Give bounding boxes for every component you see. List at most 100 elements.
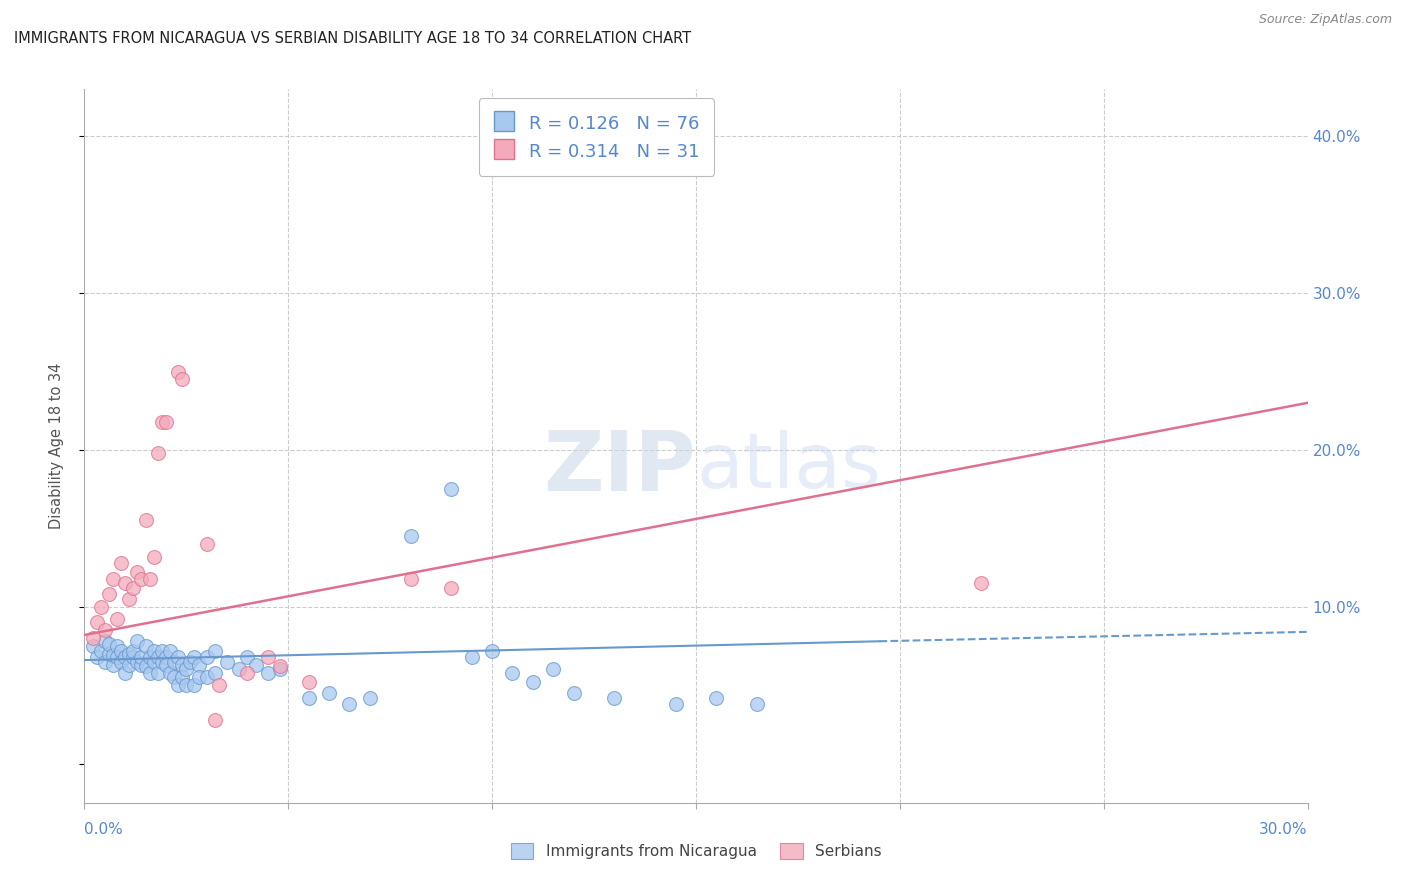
- Point: [150, 415, 173, 429]
- Point: [359, 690, 381, 705]
- Point: [93, 624, 115, 638]
- Point: [131, 572, 153, 586]
- Point: [82, 639, 104, 653]
- Point: [105, 639, 128, 653]
- Text: 0.0%: 0.0%: [84, 822, 124, 837]
- Point: [970, 576, 993, 591]
- Point: [562, 686, 585, 700]
- Point: [174, 663, 197, 677]
- Point: [135, 659, 157, 673]
- Point: [228, 663, 250, 677]
- Point: [665, 697, 688, 711]
- Point: [122, 649, 145, 664]
- Point: [269, 663, 291, 677]
- Point: [122, 643, 145, 657]
- Point: [257, 665, 280, 680]
- Point: [131, 657, 153, 672]
- Point: [86, 615, 108, 630]
- Point: [167, 649, 190, 664]
- Point: [82, 631, 104, 645]
- Text: ZIP: ZIP: [544, 427, 696, 508]
- Point: [114, 576, 136, 591]
- Point: [93, 634, 115, 648]
- Point: [204, 665, 226, 680]
- Point: [461, 649, 484, 664]
- Point: [155, 415, 177, 429]
- Point: [163, 655, 186, 669]
- Point: [195, 649, 218, 664]
- Point: [245, 657, 267, 672]
- Point: [127, 566, 149, 580]
- Text: Source: ZipAtlas.com: Source: ZipAtlas.com: [1258, 13, 1392, 27]
- Text: 30.0%: 30.0%: [1260, 822, 1308, 837]
- Point: [118, 647, 141, 661]
- Point: [187, 670, 209, 684]
- Point: [131, 649, 153, 664]
- Point: [208, 678, 231, 692]
- Text: IMMIGRANTS FROM NICARAGUA VS SERBIAN DISABILITY AGE 18 TO 34 CORRELATION CHART: IMMIGRANTS FROM NICARAGUA VS SERBIAN DIS…: [14, 31, 692, 46]
- Point: [155, 657, 177, 672]
- Point: [179, 655, 201, 669]
- Point: [706, 690, 728, 705]
- Point: [159, 643, 181, 657]
- Point: [257, 649, 280, 664]
- Point: [86, 649, 108, 664]
- Point: [440, 482, 463, 496]
- Point: [150, 643, 173, 657]
- Point: [142, 549, 165, 564]
- Y-axis label: Disability Age 18 to 34: Disability Age 18 to 34: [49, 363, 63, 529]
- Point: [97, 587, 120, 601]
- Point: [339, 697, 361, 711]
- Point: [440, 581, 463, 595]
- Point: [127, 655, 149, 669]
- Point: [142, 655, 165, 669]
- Point: [543, 663, 565, 677]
- Point: [138, 572, 160, 586]
- Legend: Immigrants from Nicaragua, Serbians: Immigrants from Nicaragua, Serbians: [503, 835, 889, 866]
- Point: [298, 690, 321, 705]
- Point: [101, 572, 124, 586]
- Point: [135, 514, 157, 528]
- Point: [97, 637, 120, 651]
- Point: [195, 537, 218, 551]
- Point: [522, 675, 544, 690]
- Point: [93, 655, 115, 669]
- Point: [90, 599, 112, 614]
- Point: [101, 657, 124, 672]
- Point: [236, 649, 259, 664]
- Point: [187, 657, 209, 672]
- Point: [135, 639, 157, 653]
- Point: [110, 643, 132, 657]
- Point: [167, 364, 190, 378]
- Point: [399, 572, 422, 586]
- Point: [101, 648, 124, 663]
- Point: [110, 556, 132, 570]
- Point: [167, 678, 190, 692]
- Point: [146, 665, 169, 680]
- Point: [105, 612, 128, 626]
- Point: [204, 643, 226, 657]
- Point: [118, 657, 141, 672]
- Point: [172, 657, 194, 672]
- Point: [97, 647, 120, 661]
- Point: [204, 713, 226, 727]
- Point: [138, 665, 160, 680]
- Point: [105, 649, 128, 664]
- Point: [155, 649, 177, 664]
- Point: [122, 581, 145, 595]
- Point: [172, 670, 194, 684]
- Point: [217, 655, 239, 669]
- Point: [236, 665, 259, 680]
- Point: [110, 655, 132, 669]
- Point: [481, 643, 503, 657]
- Point: [399, 529, 422, 543]
- Point: [146, 649, 169, 664]
- Point: [150, 655, 173, 669]
- Point: [163, 670, 186, 684]
- Point: [183, 678, 205, 692]
- Point: [138, 649, 160, 664]
- Point: [127, 634, 149, 648]
- Point: [502, 665, 524, 680]
- Point: [172, 372, 194, 386]
- Point: [114, 665, 136, 680]
